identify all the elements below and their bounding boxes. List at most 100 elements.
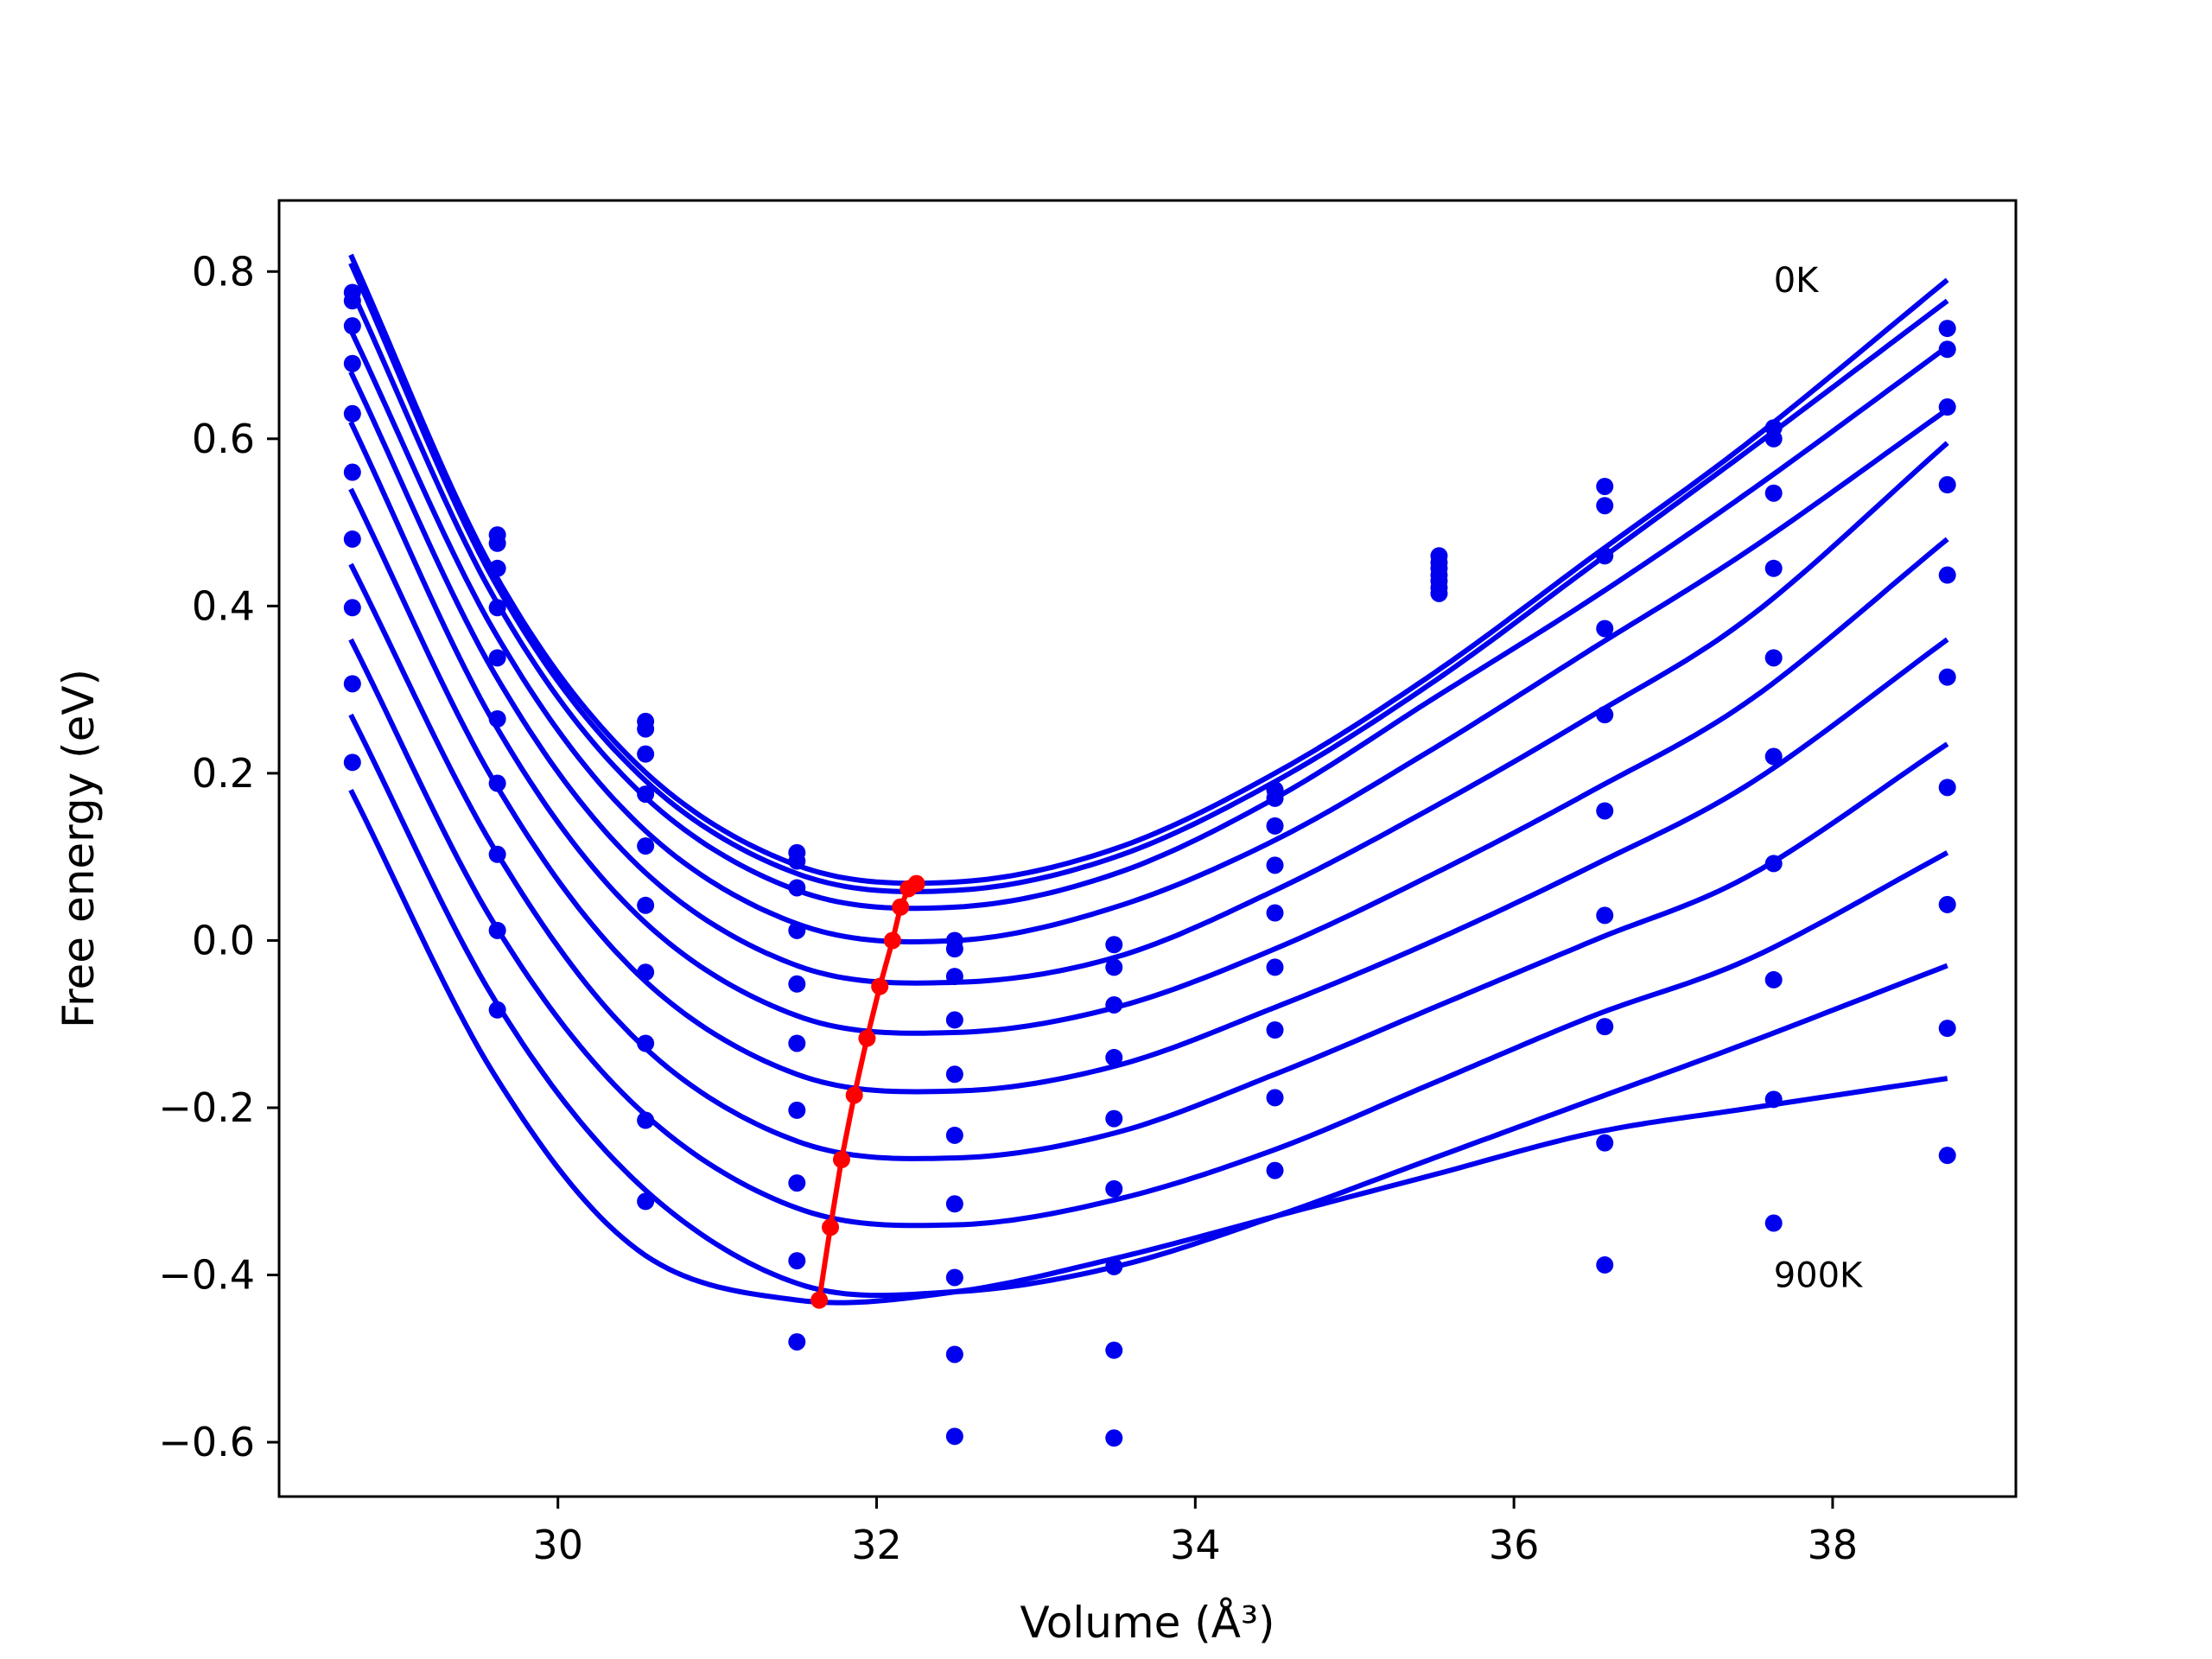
data-point-10-0 xyxy=(1938,320,1956,338)
axis-ticks: 30 32 34 36 38 0.8 0.6 0.4 0.2 0.0 −0.2 −0.4 −0.6 xyxy=(158,248,1858,1568)
data-point-6-1 xyxy=(1266,789,1284,807)
data-point-3-4 xyxy=(788,975,806,993)
data-point-0-3 xyxy=(343,354,361,372)
data-point-0-4 xyxy=(343,404,361,423)
data-point-6-2 xyxy=(1266,817,1284,835)
data-point-4-4 xyxy=(945,1065,963,1084)
data-point-5-4 xyxy=(1105,1109,1123,1128)
data-point-1-4 xyxy=(488,649,506,667)
data-point-6-5 xyxy=(1266,958,1284,976)
y-tick-label-6: −0.4 xyxy=(158,1252,255,1299)
data-point-5-3 xyxy=(1105,1048,1123,1066)
data-point-9-8 xyxy=(1764,1090,1783,1109)
data-point-3-9 xyxy=(788,1332,806,1351)
minimum-point-7 xyxy=(832,1151,850,1168)
data-point-0-6 xyxy=(343,530,361,548)
x-axis-label: Volume (Å³) xyxy=(1020,1598,1274,1648)
data-point-9-9 xyxy=(1764,1214,1783,1232)
data-point-0-5 xyxy=(343,463,361,481)
data-point-2-2 xyxy=(637,745,655,763)
data-point-1-8 xyxy=(488,921,506,939)
minimum-point-3 xyxy=(883,931,901,950)
x-tick-label-3: 36 xyxy=(1489,1522,1540,1568)
data-point-2-3 xyxy=(637,785,655,804)
data-point-4-5 xyxy=(945,1126,963,1144)
data-point-5-2 xyxy=(1105,995,1123,1014)
data-point-2-4 xyxy=(637,837,655,855)
minimum-point-4 xyxy=(871,977,889,995)
y-tick-label-4: 0.0 xyxy=(192,917,255,963)
fit-curve-0 xyxy=(348,253,1949,887)
data-point-1-6 xyxy=(488,774,506,792)
x-tick-label-1: 32 xyxy=(851,1522,902,1568)
data-point-2-1 xyxy=(637,720,655,738)
data-point-0-9 xyxy=(343,753,361,772)
data-point-4-3 xyxy=(945,1011,963,1029)
data-point-5-1 xyxy=(1105,958,1123,976)
data-point-10-9 xyxy=(1938,1147,1956,1165)
data-point-1-2 xyxy=(488,559,506,577)
data-point-9-2 xyxy=(1764,484,1783,502)
data-point-8-7 xyxy=(1596,1018,1614,1036)
data-point-1-9 xyxy=(488,1001,506,1019)
data-point-2-5 xyxy=(637,896,655,914)
data-point-7-6 xyxy=(1430,584,1448,602)
data-point-10-6 xyxy=(1938,779,1956,797)
y-tick-label-2: 0.4 xyxy=(192,582,255,629)
data-point-6-4 xyxy=(1266,904,1284,922)
data-point-8-2 xyxy=(1596,547,1614,565)
data-point-10-2 xyxy=(1938,398,1956,416)
data-point-8-4 xyxy=(1596,706,1614,724)
fit-curve-3 xyxy=(348,328,1949,944)
data-point-2-8 xyxy=(637,1111,655,1129)
data-point-9-4 xyxy=(1764,649,1783,667)
data-point-1-3 xyxy=(488,599,506,617)
data-point-5-5 xyxy=(1105,1179,1123,1198)
data-point-3-6 xyxy=(788,1101,806,1119)
data-point-3-5 xyxy=(788,1034,806,1052)
data-point-5-0 xyxy=(1105,936,1123,954)
data-point-10-1 xyxy=(1938,340,1956,359)
data-point-6-7 xyxy=(1266,1089,1284,1107)
data-point-5-6 xyxy=(1105,1257,1123,1275)
data-point-3-1 xyxy=(788,852,806,870)
data-point-6-3 xyxy=(1266,856,1284,874)
plot-area: 0K 900K xyxy=(343,253,1956,1447)
y-tick-label-3: 0.2 xyxy=(192,750,255,797)
data-point-3-8 xyxy=(788,1252,806,1270)
data-point-1-7 xyxy=(488,845,506,863)
data-point-10-7 xyxy=(1938,895,1956,913)
data-point-9-7 xyxy=(1764,970,1783,988)
data-point-9-1 xyxy=(1764,429,1783,448)
data-point-8-0 xyxy=(1596,477,1614,495)
axes-frame xyxy=(277,199,2018,1498)
data-point-10-4 xyxy=(1938,566,1956,584)
data-point-8-6 xyxy=(1596,906,1614,925)
data-point-3-3 xyxy=(788,921,806,939)
data-point-10-3 xyxy=(1938,476,1956,494)
data-point-4-7 xyxy=(945,1268,963,1287)
y-axis-label: Free energy (eV) xyxy=(54,669,104,1028)
data-point-1-1 xyxy=(488,534,506,552)
annotation-1: 900K xyxy=(1774,1256,1864,1296)
data-point-3-7 xyxy=(788,1174,806,1192)
x-tick-label-4: 38 xyxy=(1808,1522,1859,1568)
data-point-0-8 xyxy=(343,675,361,693)
data-point-8-1 xyxy=(1596,497,1614,515)
data-point-3-2 xyxy=(788,879,806,897)
minimum-point-8 xyxy=(822,1218,840,1236)
data-point-6-8 xyxy=(1266,1161,1284,1179)
y-tick-label-5: −0.2 xyxy=(158,1084,255,1131)
data-point-8-5 xyxy=(1596,802,1614,820)
y-tick-label-0: 0.8 xyxy=(192,248,255,295)
minimum-point-2 xyxy=(892,898,910,916)
annotation-0: 0K xyxy=(1774,261,1820,301)
data-point-9-6 xyxy=(1764,855,1783,873)
data-point-8-9 xyxy=(1596,1255,1614,1274)
data-point-4-8 xyxy=(945,1345,963,1363)
data-point-10-5 xyxy=(1938,668,1956,686)
minimum-point-1 xyxy=(899,880,918,898)
data-point-4-6 xyxy=(945,1195,963,1213)
